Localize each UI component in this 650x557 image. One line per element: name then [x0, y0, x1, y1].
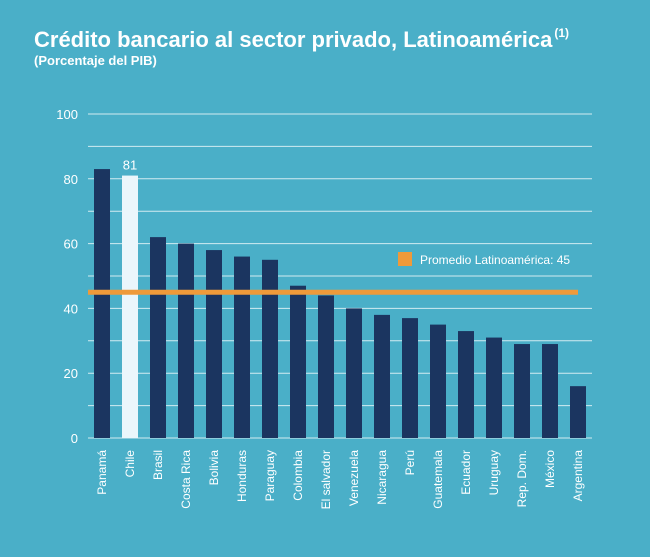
chart-subtitle: (Porcentaje del PIB)	[34, 53, 157, 68]
bar-rep-dom-	[514, 344, 530, 438]
legend-swatch	[398, 252, 412, 266]
x-tick-label: Colombia	[291, 450, 305, 501]
legend: Promedio Latinoamérica: 45	[398, 252, 570, 267]
bars: 81	[94, 158, 586, 438]
x-tick-label: Panamá	[95, 450, 109, 495]
x-tick-label: Perú	[403, 450, 417, 475]
bar-costa-rica	[178, 243, 194, 438]
x-tick-label: Venezuela	[347, 450, 361, 506]
title-footnote-marker: (1)	[554, 26, 570, 40]
bar-bolivia	[206, 250, 222, 438]
y-tick-label: 40	[64, 301, 78, 316]
bar-nicaragua	[374, 314, 390, 438]
bar-el-salvador	[318, 295, 334, 438]
legend-label: Promedio Latinoamérica: 45	[420, 253, 570, 267]
y-tick-label: 60	[64, 237, 78, 252]
bar-panam-	[94, 169, 110, 438]
x-tick-label: Rep. Dom.	[515, 450, 529, 507]
bar-brasil	[150, 237, 166, 438]
x-tick-label: Nicaragua	[375, 450, 389, 505]
bar-argentina	[570, 386, 586, 438]
y-tick-label: 20	[64, 366, 78, 381]
x-tick-label: Brasil	[151, 450, 165, 480]
bar-chile	[122, 175, 138, 438]
x-tick-label: Honduras	[235, 450, 249, 502]
bar-ecuador	[458, 331, 474, 438]
y-axis: 0 20 40 60 80 100	[56, 107, 78, 446]
x-tick-label: Paraguay	[263, 450, 277, 501]
x-axis: Panamá Chile Brasil Costa Rica Bolivia Hondur…	[95, 450, 585, 510]
data-label-chile: 81	[123, 158, 137, 173]
x-tick-label: Chile	[123, 450, 137, 478]
x-tick-label: México	[543, 450, 557, 488]
bar-per-	[402, 318, 418, 438]
x-tick-label: Costa Rica	[179, 450, 193, 509]
x-tick-label: Bolivia	[207, 450, 221, 486]
x-tick-label: El salvador	[319, 450, 333, 509]
y-tick-label: 0	[71, 431, 78, 446]
bar-paraguay	[262, 259, 278, 438]
x-tick-label: Guatemala	[431, 450, 445, 509]
y-tick-label: 100	[56, 107, 78, 122]
chart-title: Crédito bancario al sector privado, Lati…	[34, 26, 570, 52]
bar-venezuela	[346, 308, 362, 438]
y-tick-label: 80	[64, 172, 78, 187]
x-tick-label: Argentina	[571, 450, 585, 502]
bar-honduras	[234, 256, 250, 438]
bar-guatemala	[430, 324, 446, 438]
x-tick-label: Ecuador	[459, 450, 473, 495]
bar-m-xico	[542, 344, 558, 438]
gridlines	[88, 113, 592, 439]
bar-colombia	[290, 285, 306, 438]
x-tick-label: Uruguay	[487, 450, 501, 495]
bar-uruguay	[486, 337, 502, 438]
